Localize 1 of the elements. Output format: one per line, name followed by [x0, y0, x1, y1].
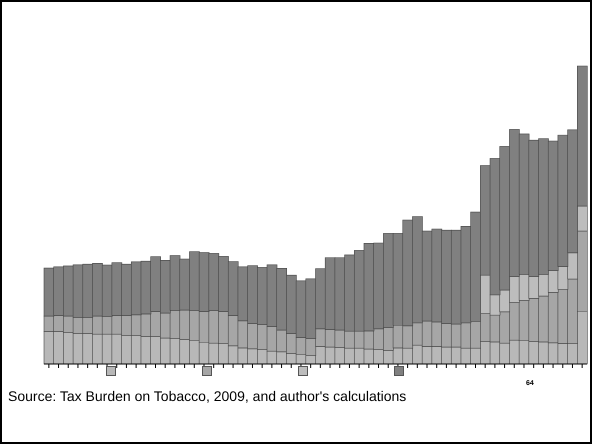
- source-note: Source: Tax Burden on Tobacco, 2009, and author's calculations: [8, 388, 406, 404]
